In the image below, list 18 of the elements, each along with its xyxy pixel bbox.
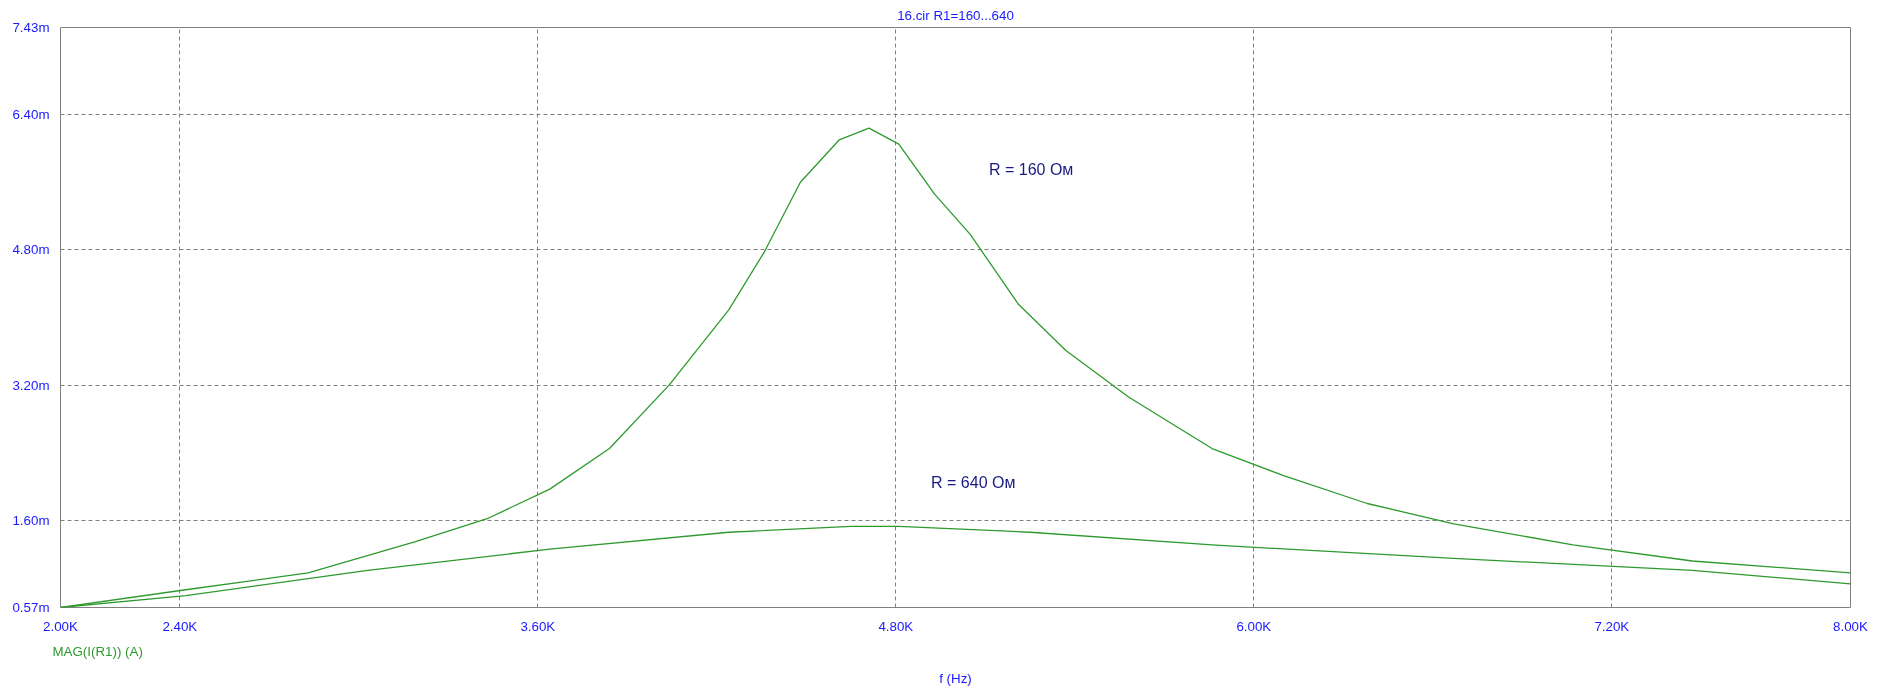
x-tick-label: 3.60K <box>520 618 556 634</box>
x-tick-label: 4.80K <box>878 618 914 634</box>
x-tick-label: 2.40K <box>162 618 198 634</box>
text: MAG(I(R1)) (A) <box>52 643 143 659</box>
y-tick-label: 3.20m <box>12 377 50 393</box>
x-tick-label: 2.00K <box>43 618 79 634</box>
y-tick-label: 4.80m <box>12 242 50 258</box>
annotation: R = 640 Ом <box>931 474 1016 492</box>
y-tick-label: 7.43m <box>12 20 50 35</box>
x-tick-label: 6.00K <box>1236 618 1272 634</box>
y-tick-label: 6.40m <box>12 107 50 123</box>
x-tick-label: 7.20K <box>1594 618 1630 634</box>
x-tick-label: 8.00K <box>1833 618 1869 634</box>
y-tick-label: 0.57m <box>12 600 50 615</box>
annotation: R = 160 Ом <box>988 161 1074 179</box>
y-tick-label: 1.60m <box>12 512 50 528</box>
x-axis-title: f (Hz) <box>939 670 972 686</box>
chart-title: 16.cir R1=160...640 <box>897 7 1014 23</box>
